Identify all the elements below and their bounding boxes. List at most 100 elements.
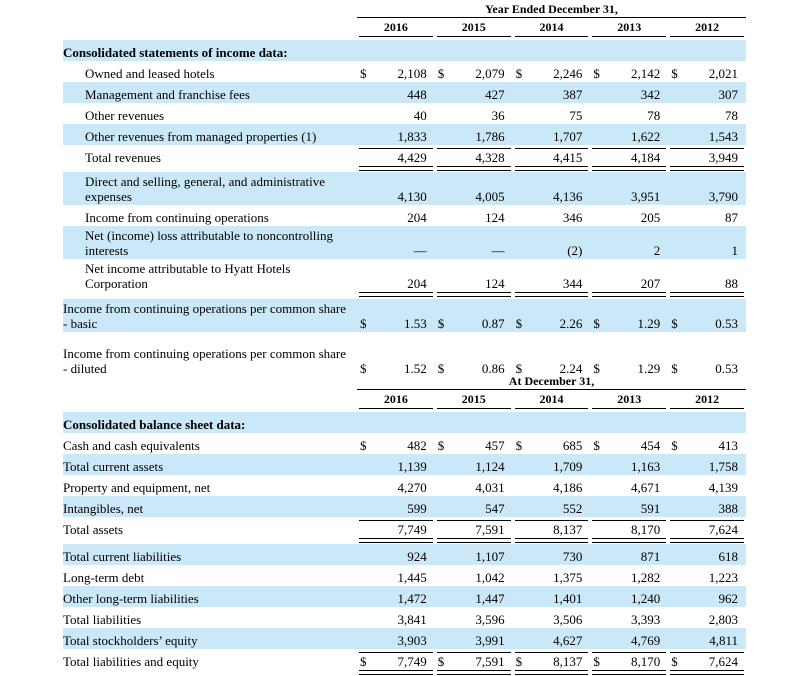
value-cell: $7,591 (435, 651, 513, 675)
value-cell: 1,709 (513, 459, 591, 474)
dollar-sign: $ (515, 437, 523, 453)
value-cell: 4,186 (513, 480, 591, 495)
value-segment: 40 (359, 108, 433, 123)
row-label-line: Total stockholders’ equity (63, 632, 198, 648)
value-segment: $1.52 (359, 361, 433, 376)
value-segment: 205 (592, 210, 666, 225)
income-period-region: Year Ended December 31, 2016 2015 2014 2013… (357, 2, 746, 37)
value-cell: 1,139 (357, 459, 435, 474)
value-cell: 4,184 (590, 147, 668, 171)
row-net-income-hyatt-hotels-corporation: Net income attributable to Hyatt Hotels C… (63, 259, 746, 297)
cell-value: 962 (718, 590, 738, 606)
year-label: 2015 (436, 391, 511, 409)
cell-value: 4,627 (553, 632, 583, 648)
row-net-income-loss-noncontrolling-interests: Net (income) loss attributable to noncon… (63, 226, 746, 259)
value-cell: 4,429 (357, 147, 435, 171)
value-segment: $0.53 (670, 316, 744, 331)
cell-value: 1,622 (630, 128, 661, 144)
row-label-line: Cash and cash equivalents (63, 437, 200, 453)
year-label: 2012 (670, 19, 744, 37)
row-label: Total liabilities and equity (63, 654, 357, 669)
section-header-income: Consolidated statements of income data: (63, 40, 746, 61)
value-segment: 591 (592, 501, 666, 516)
cell-value: 1,447 (475, 590, 505, 606)
value-segment: 344 (514, 275, 589, 297)
value-cell: 7,591 (435, 519, 513, 543)
cell-value: 2,246 (553, 65, 583, 81)
row-management-and-franchise-fees: Management and franchise fees 448 427 387 34… (63, 82, 746, 103)
value-segment: $8,170 (592, 651, 666, 675)
value-cell: 3,506 (513, 612, 591, 627)
value-cell: 924 (357, 549, 435, 564)
value-segment: 2,803 (670, 612, 744, 627)
row-label: Management and franchise fees (63, 87, 357, 102)
cell-value: 685 (562, 437, 583, 453)
income-table-header: Year Ended December 31, 2016 2015 2014 2013… (63, 2, 746, 37)
row-label: Owned and leased hotels (63, 66, 357, 81)
income-table-rows: Consolidated statements of income data: O… (63, 40, 746, 377)
cell-value: 2,142 (630, 65, 661, 81)
cell-value: 346 (562, 209, 583, 225)
cell-value: 204 (407, 275, 427, 291)
cell-value: 7,591 (475, 521, 505, 537)
cell-value: 3,903 (397, 632, 427, 648)
row-label-line: Total current liabilities (63, 548, 182, 564)
year-column-header: 2016 (357, 19, 435, 37)
value-segment: $7,591 (436, 651, 511, 675)
cell-value: 1,139 (397, 458, 427, 474)
value-cell: $0.87 (435, 316, 513, 331)
year-columns: 2016 2015 2014 2013 2012 (357, 391, 746, 409)
cell-value: 387 (562, 86, 583, 102)
row-label-line: Management and franchise fees (85, 86, 250, 102)
value-cell: 8,170 (590, 519, 668, 543)
value-segment: 3,903 (359, 633, 433, 648)
cell-value: 124 (485, 275, 505, 291)
value-segment: 3,991 (437, 633, 511, 648)
cell-value: 7,624 (708, 653, 738, 669)
value-cell: 87 (668, 210, 746, 225)
value-segment: 924 (359, 549, 433, 564)
cell-value: 4,429 (397, 149, 427, 165)
year-column-header: 2012 (668, 391, 746, 409)
value-segment: 346 (515, 210, 589, 225)
value-segment: 2 (592, 243, 666, 258)
cell-value: 1.29 (637, 315, 661, 331)
cell-value: 0.53 (715, 360, 738, 376)
row-label-line: Total current assets (63, 458, 164, 474)
value-segment: 88 (670, 276, 744, 297)
cell-value: 388 (718, 500, 738, 516)
value-segment: 307 (670, 87, 744, 102)
row-total-assets: Total assets 7,749 7,591 8,137 8,170 7,624 (63, 517, 746, 543)
value-segment: 1,240 (592, 591, 666, 606)
value-segment: 1,622 (592, 129, 666, 144)
value-segment: 36 (437, 108, 511, 123)
value-cell: $0.53 (668, 361, 746, 376)
row-label: Intangibles, net (63, 501, 357, 516)
cell-value: 427 (485, 86, 505, 102)
value-cell: $0.86 (435, 361, 513, 376)
cell-value: 3,991 (475, 632, 505, 648)
cell-value: 2,108 (397, 65, 427, 81)
row-total-liabilities: Total liabilities 3,841 3,596 3,506 3,393 2,8… (63, 607, 746, 628)
value-segment: 730 (515, 549, 589, 564)
value-segment: $1.29 (592, 316, 666, 331)
value-cell: 78 (668, 108, 746, 123)
value-cell: 1,445 (357, 570, 435, 585)
dollar-sign: $ (671, 360, 678, 376)
value-segment: $7,624 (670, 651, 744, 675)
row-label-line: Total liabilities and equity (63, 653, 199, 669)
value-cell: 8,137 (513, 519, 591, 543)
row-label-line: Consolidated balance sheet data: (63, 416, 246, 432)
value-cell: $7,749 (357, 651, 435, 675)
dollar-sign: $ (360, 437, 367, 453)
row-label: Consolidated balance sheet data: (63, 417, 357, 432)
value-cell: 36 (435, 108, 513, 123)
value-segment: $8,137 (514, 651, 589, 675)
dollar-sign: $ (437, 437, 445, 453)
value-cell: $2,108 (357, 66, 435, 81)
value-cell: 4,031 (435, 480, 513, 495)
value-cell: 4,415 (513, 147, 591, 171)
row-label: Total stockholders’ equity (63, 633, 357, 648)
cell-value: 344 (562, 275, 583, 291)
cell-value: 871 (640, 548, 661, 564)
